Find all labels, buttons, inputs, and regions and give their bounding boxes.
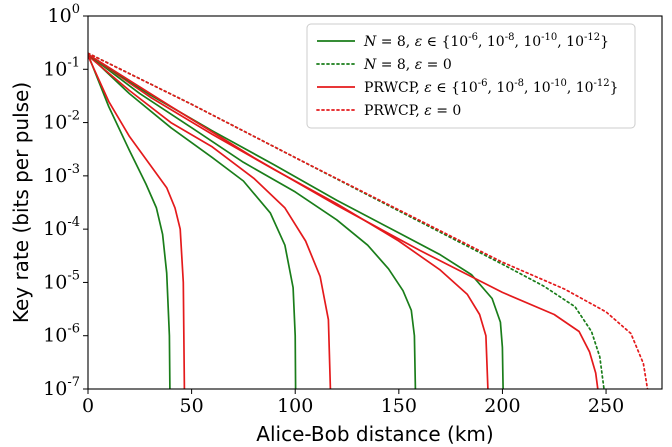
legend-label-3: PRWCP, ε ∈ {10-6​, 10-8​, 10-10​, 10-12​… bbox=[364, 78, 619, 96]
y-axis-ticks: 100 10-1 10-2 10-3 10-4 10-5 10-6 10-7 bbox=[43, 2, 88, 400]
y-tick-label: 10-6 bbox=[43, 322, 80, 347]
y-tick-label: 10-3 bbox=[43, 162, 80, 187]
series-line-5 bbox=[88, 53, 417, 389]
x-tick-label: 100 bbox=[277, 395, 313, 417]
x-axis-ticks: 0 50 100 150 200 250 bbox=[82, 389, 624, 417]
series-line-6 bbox=[88, 53, 489, 389]
x-tick-label: 150 bbox=[381, 395, 417, 417]
y-tick-label: 10-7 bbox=[43, 375, 80, 400]
x-tick-label: 50 bbox=[180, 395, 204, 417]
legend-label-2: N = 8, ε = 0 bbox=[363, 57, 452, 73]
x-tick-label: 0 bbox=[82, 395, 94, 417]
plot-frame bbox=[87, 15, 663, 390]
legend-box bbox=[306, 23, 636, 129]
series-line-4 bbox=[88, 55, 332, 389]
y-axis-label: Key rate (bits per pulse) bbox=[9, 82, 33, 323]
series-curves bbox=[88, 52, 649, 389]
y-tick-label: 10-2 bbox=[43, 109, 80, 134]
series-line-8 bbox=[88, 53, 599, 389]
y-tick-label: 10-5 bbox=[43, 268, 80, 293]
y-tick-label: 10-4 bbox=[43, 215, 80, 240]
legend-label-1: N = 8, ε ∈ {10-6​, 10-8​, 10-10​, 10-12​… bbox=[363, 32, 609, 50]
y-tick-label: 10-1 bbox=[43, 55, 80, 80]
legend: N = 8, ε ∈ {10-6​, 10-8​, 10-10​, 10-12​… bbox=[306, 23, 636, 129]
series-line-2 bbox=[88, 55, 186, 389]
y-tick-label: 100 bbox=[48, 2, 80, 27]
series-line-1 bbox=[88, 54, 171, 389]
x-tick-label: 250 bbox=[588, 395, 624, 417]
legend-label-4: PRWCP, ε = 0 bbox=[364, 103, 461, 119]
series-line-3 bbox=[88, 53, 297, 389]
x-axis-label: Alice-Bob distance (km) bbox=[256, 422, 493, 446]
x-tick-label: 200 bbox=[484, 395, 520, 417]
series-line-9 bbox=[88, 52, 605, 389]
